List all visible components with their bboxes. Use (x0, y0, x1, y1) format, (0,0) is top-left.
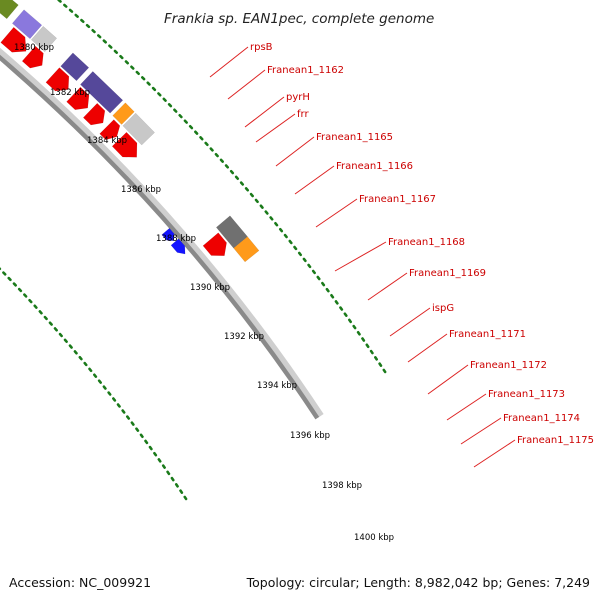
gene-label[interactable]: Franean1_1162 (267, 65, 344, 76)
label-connector (255, 113, 296, 143)
tracks-layer (0, 0, 387, 505)
kbp-tick-label: 1396 kbp (290, 431, 330, 441)
gene-label[interactable]: pyrH (286, 92, 310, 103)
feature-orange-0 (112, 102, 135, 125)
kbp-tick-label: 1394 kbp (257, 381, 297, 391)
backbone-line (0, 54, 320, 420)
kbp-tick-label: 1386 kbp (121, 185, 161, 195)
feature-slate-purple-1 (80, 71, 124, 114)
gene-label[interactable]: rpsB (250, 42, 273, 53)
feature-slate-purple-0 (60, 52, 90, 82)
gene-label[interactable]: Franean1_1175 (517, 435, 594, 446)
label-connector (315, 198, 358, 228)
label-connector (294, 165, 335, 195)
feature-light-gray-2 (122, 112, 155, 146)
kbp-tick-label: 1392 kbp (224, 332, 264, 342)
label-connector (334, 241, 387, 272)
features-layer (0, 0, 260, 263)
gene-label[interactable]: Franean1_1173 (488, 389, 565, 400)
gene-label[interactable]: Franean1_1169 (409, 268, 486, 279)
label-connector (209, 46, 249, 78)
gene-label[interactable]: ispG (432, 303, 454, 314)
label-connector (460, 417, 502, 445)
gene-label[interactable]: Franean1_1166 (336, 161, 413, 172)
gene-label[interactable]: Franean1_1171 (449, 329, 526, 340)
feature-cds-red-17 (111, 131, 138, 158)
feature-light-gray-1 (30, 25, 58, 53)
gene-label[interactable]: Franean1_1167 (359, 194, 436, 205)
feature-cds-red-14 (66, 86, 90, 110)
label-connector (244, 96, 285, 128)
label-connector (473, 439, 516, 468)
gene-label[interactable]: frr (297, 109, 309, 120)
kbp-ticks-layer: 1380 kbp 1382 kbp 1384 kbp 1386 kbp 1388 kbp… (14, 43, 394, 543)
dotted-track-outer-right (56, 0, 387, 375)
kbp-tick-label: 1382 kbp (50, 88, 90, 98)
feature-cds-red-13 (45, 67, 70, 92)
feature-cds-red-18 (202, 232, 227, 256)
kbp-tick-label: 1398 kbp (322, 481, 362, 491)
feature-orange-1 (233, 236, 260, 263)
kbp-tick-label: 1380 kbp (14, 43, 54, 53)
label-connector (367, 272, 408, 301)
label-connector (407, 333, 448, 363)
kbp-tick-label: 1400 kbp (354, 533, 394, 543)
map-title: Frankia sp. EAN1pec, complete genome (164, 11, 434, 27)
feature-cds-red-15 (82, 102, 106, 126)
label-connector (427, 364, 469, 395)
genome-summary-text: Topology: circular; Length: 8,982,042 bp… (246, 575, 590, 590)
kbp-tick-label: 1388 kbp (156, 234, 196, 244)
feature-blue-1 (161, 227, 175, 241)
dotted-track-outer-left (0, 267, 191, 505)
label-connector (275, 136, 315, 167)
feature-cds-red-11 (0, 26, 27, 53)
accession-text: Accession: NC_009921 (9, 575, 152, 590)
feature-cds-red-16 (99, 119, 121, 141)
label-connector (446, 393, 487, 421)
feature-blue-2 (170, 238, 186, 255)
kbp-tick-label: 1390 kbp (190, 283, 230, 293)
gene-label[interactable]: Franean1_1172 (470, 360, 547, 371)
gene-label[interactable]: Franean1_1165 (316, 132, 393, 143)
gene-labels-layer: rpsB Franean1_1162 pyrH frr Franean1_1165 Fra… (209, 42, 594, 468)
gene-label[interactable]: Franean1_1168 (388, 237, 465, 248)
backbone-shadow (0, 47, 324, 418)
label-connector (389, 307, 431, 337)
gene-label[interactable]: Franean1_1174 (503, 413, 580, 424)
feature-lavender-2 (11, 9, 43, 40)
label-connector (227, 69, 266, 100)
feature-cds-red-12 (21, 45, 44, 69)
kbp-tick-label: 1384 kbp (87, 136, 127, 146)
feature-olive-2 (0, 0, 19, 20)
